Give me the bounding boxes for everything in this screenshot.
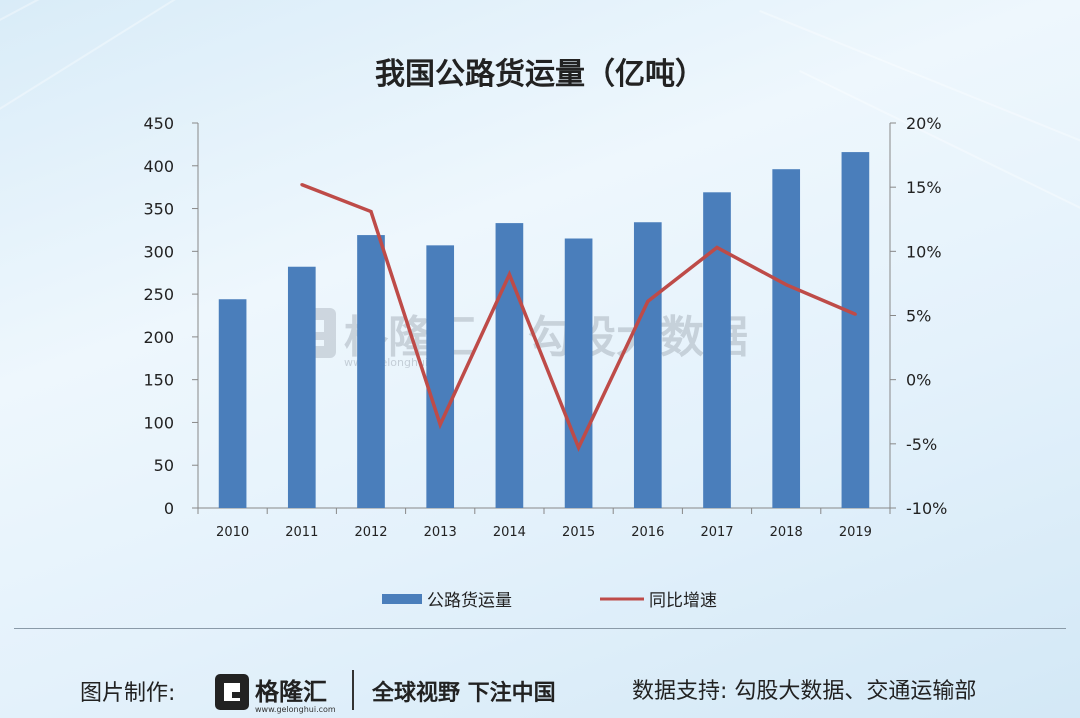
chart-svg: 我国公路货运量（亿吨） 格隆汇 www.gelonghui.com 勾股大数据 … — [143, 57, 947, 611]
x-tick-label: 2014 — [493, 525, 526, 540]
bar — [841, 152, 870, 509]
footer-logo: 格隆汇 www.gelonghui.com — [215, 674, 336, 714]
y-left-tick-label: 250 — [143, 285, 174, 304]
y-left-tick-label: 300 — [143, 242, 174, 261]
y-left-ticks: 0 50 100 150 200 250 300 350 400 450 — [143, 114, 198, 518]
footer-source: 数据支持: 勾股大数据、交通运输部 — [632, 679, 977, 704]
footer-separator — [352, 670, 354, 710]
y-left-tick-label: 350 — [143, 200, 174, 219]
y-left-tick-label: 200 — [143, 328, 174, 347]
x-tick-label: 2016 — [631, 525, 664, 540]
x-tick-label: 2010 — [216, 525, 249, 540]
x-tick-label: 2018 — [770, 525, 803, 540]
y-left-tick-label: 0 — [164, 499, 174, 518]
y-right-tick-label: -5% — [906, 435, 937, 454]
x-axis-ticks: 2010 2011 2012 2013 2014 2015 2016 2017 2018 2019 — [216, 525, 872, 540]
line-point — [853, 312, 857, 316]
bar — [772, 169, 801, 508]
x-tick-label: 2015 — [562, 525, 595, 540]
line-point — [577, 446, 581, 450]
bar — [633, 222, 662, 508]
y-right-tick-label: 10% — [906, 242, 942, 261]
line-point — [646, 299, 650, 303]
y-left-tick-label: 150 — [143, 371, 174, 390]
legend-line-label: 同比增速 — [649, 591, 717, 611]
line-point — [507, 272, 511, 276]
chart: 我国公路货运量（亿吨） 格隆汇 www.gelonghui.com 勾股大数据 … — [143, 57, 947, 611]
y-right-tick-label: -10% — [906, 499, 947, 518]
bar — [495, 223, 524, 508]
y-right-tick-label: 20% — [906, 114, 942, 133]
bar — [426, 245, 455, 508]
x-tick-label: 2011 — [285, 525, 318, 540]
line-point — [300, 183, 304, 187]
legend: 公路货运量 同比增速 — [382, 591, 717, 611]
legend-bar-label: 公路货运量 — [427, 591, 512, 611]
bar — [357, 235, 385, 509]
x-tick-label: 2013 — [424, 525, 457, 540]
bar — [287, 266, 316, 508]
y-left-tick-label: 50 — [154, 456, 174, 475]
footer: 图片制作: 格隆汇 www.gelonghui.com 全球视野 下注中国 数据… — [0, 640, 1080, 718]
x-tick-label: 2019 — [839, 525, 872, 540]
line-point — [438, 423, 442, 427]
chart-title: 我国公路货运量（亿吨） — [375, 57, 705, 92]
y-right-ticks: -10% -5% 0% 5% 10% 15% 20% — [890, 114, 947, 518]
y-right-tick-label: 15% — [906, 178, 942, 197]
legend-bar-swatch — [382, 594, 422, 604]
y-left-tick-label: 450 — [143, 114, 174, 133]
line-point — [784, 283, 788, 287]
x-tick-label: 2017 — [700, 525, 733, 540]
bar — [564, 238, 593, 508]
bar — [218, 299, 247, 508]
footer-logo-text: 格隆汇 — [255, 678, 327, 706]
line-point — [715, 245, 719, 249]
gelonghui-logo-icon — [215, 674, 249, 710]
footer-logo-url: www.gelonghui.com — [255, 705, 336, 714]
bar-series — [218, 152, 870, 509]
y-right-tick-label: 0% — [906, 371, 931, 390]
x-tick-label: 2012 — [354, 525, 387, 540]
footer-divider — [14, 628, 1066, 629]
line-series — [300, 182, 857, 453]
y-left-tick-label: 400 — [143, 157, 174, 176]
y-left-tick-label: 100 — [143, 413, 174, 432]
footer-label: 图片制作: — [80, 681, 176, 706]
footer-slogan: 全球视野 下注中国 — [372, 681, 556, 706]
bar — [703, 192, 731, 509]
line-point — [369, 210, 373, 214]
y-right-tick-label: 5% — [906, 307, 931, 326]
